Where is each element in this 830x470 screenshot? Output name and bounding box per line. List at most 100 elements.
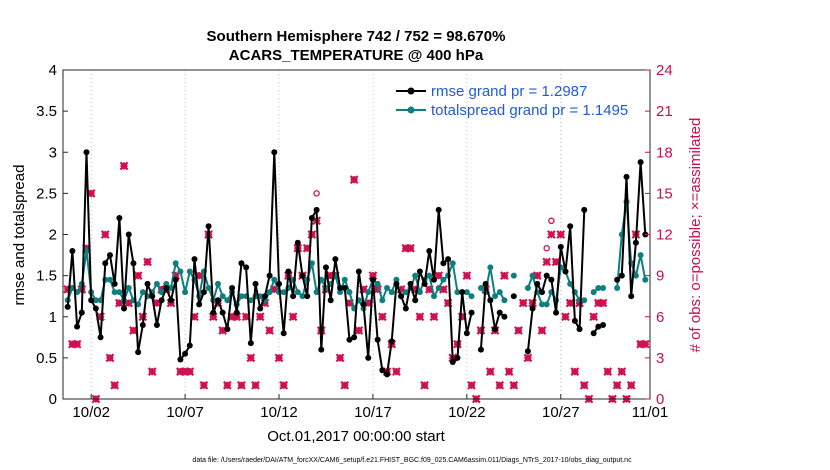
rmse-point xyxy=(445,256,452,263)
obs-assimilated-point xyxy=(420,380,429,390)
totalspread-point xyxy=(384,284,391,291)
rmse-point xyxy=(590,330,597,337)
rmse-point xyxy=(576,326,583,333)
totalspread-point xyxy=(477,284,484,291)
rmse-point xyxy=(355,268,362,275)
obs-assimilated-point xyxy=(565,298,575,308)
obs-assimilated-point xyxy=(589,312,599,322)
totalspread-point xyxy=(393,276,400,283)
rmse-point xyxy=(182,350,189,357)
obs-possible-point xyxy=(313,190,320,197)
rmse-point xyxy=(243,264,250,271)
totalspread-point xyxy=(313,289,320,296)
rmse-point xyxy=(435,206,442,213)
obs-assimilated-point xyxy=(598,298,608,308)
obs-assimilated-point xyxy=(237,380,246,390)
totalspread-point xyxy=(468,293,475,300)
series-lines xyxy=(64,149,649,378)
totalspread-point xyxy=(642,276,649,283)
rmse-point xyxy=(407,280,414,287)
rmse-point xyxy=(492,326,499,333)
obs-assimilated-point xyxy=(349,175,359,185)
obs-assimilated-point xyxy=(476,326,486,335)
rmse-point xyxy=(102,260,109,267)
x-tick-label: 10/07 xyxy=(166,404,204,421)
totalspread-point xyxy=(435,284,442,291)
obs-assimilated-point xyxy=(504,367,514,376)
rmse-point xyxy=(524,348,531,355)
totalspread-point xyxy=(177,268,184,275)
y-left-tick-label: 3 xyxy=(49,144,57,161)
totalspread-point xyxy=(614,284,621,291)
chart-title-line1: Southern Hemisphere 742 / 752 = 98.670% xyxy=(207,28,506,45)
rmse-point xyxy=(121,305,128,312)
totalspread-point xyxy=(487,264,494,271)
rmse-point xyxy=(229,284,236,291)
totalspread-point xyxy=(426,272,433,279)
totalspread-point xyxy=(463,289,470,296)
totalspread-point xyxy=(379,297,386,304)
obs-assimilated-point xyxy=(542,257,552,267)
totalspread-point xyxy=(153,280,160,287)
totalspread-point xyxy=(567,280,574,287)
rmse-point xyxy=(247,340,254,347)
obs-assimilated-point xyxy=(72,339,82,349)
totalspread-point xyxy=(388,289,395,296)
obs-assimilated-point xyxy=(406,243,415,253)
rmse-point xyxy=(421,280,428,287)
y-left-tick-label: 3.5 xyxy=(36,103,57,120)
obs-assimilated-point xyxy=(495,380,505,390)
obs-assimilated-point xyxy=(626,380,636,390)
obs-assimilated-point xyxy=(547,230,556,239)
y-left-tick-label: 2.5 xyxy=(36,185,57,202)
totalspread-point xyxy=(308,260,315,267)
obs-assimilated-point xyxy=(354,326,364,335)
totalspread-point xyxy=(186,268,193,275)
obs-assimilated-point xyxy=(105,353,115,363)
rmse-point xyxy=(341,284,348,291)
x-tick-label: 10/12 xyxy=(260,404,298,421)
rmse-point xyxy=(440,260,447,267)
totalspread-point xyxy=(449,260,456,267)
totalspread-point xyxy=(496,289,503,296)
rmse-point xyxy=(205,223,212,230)
rmse-point xyxy=(538,289,545,296)
rmse-point xyxy=(449,358,456,365)
rmse-point xyxy=(233,309,240,316)
rmse-point xyxy=(200,289,207,296)
totalspread-point xyxy=(346,289,353,296)
totalspread-point xyxy=(106,276,113,283)
rmse-point xyxy=(135,349,142,356)
rmse-point xyxy=(308,215,315,222)
rmse-point xyxy=(252,280,259,287)
rmse-point xyxy=(548,276,555,283)
rmse-point xyxy=(632,239,639,246)
totalspread-point xyxy=(224,297,231,304)
totalspread-point xyxy=(524,284,531,291)
totalspread-point xyxy=(271,276,278,283)
totalspread-point xyxy=(125,284,132,291)
y-left-tick-label: 0 xyxy=(49,391,57,408)
totalspread-point xyxy=(510,272,517,279)
obs-assimilated-point xyxy=(514,326,523,335)
totalspread-point xyxy=(637,252,644,259)
rmse-point xyxy=(74,323,81,330)
legend: rmse grand pr = 1.2987 totalspread grand… xyxy=(396,83,628,119)
obs-assimilated-point xyxy=(415,312,425,322)
rmse-point xyxy=(271,149,278,156)
rmse-point xyxy=(454,354,461,361)
totalspread-point xyxy=(294,289,301,296)
rmse-point xyxy=(351,334,358,341)
obs-assimilated-point xyxy=(640,339,650,349)
obs-assimilated-point xyxy=(119,161,129,171)
obs-assimilated-point xyxy=(255,312,265,322)
x-tick-label: 10/02 xyxy=(72,404,110,421)
totalspread-point xyxy=(111,289,118,296)
rmse-point xyxy=(219,309,226,316)
rmse-point xyxy=(374,336,381,343)
rmse-point xyxy=(402,305,409,312)
obs-assimilated-point xyxy=(556,230,566,239)
rmse-point xyxy=(163,284,170,291)
obs-assimilated-point xyxy=(518,298,528,308)
